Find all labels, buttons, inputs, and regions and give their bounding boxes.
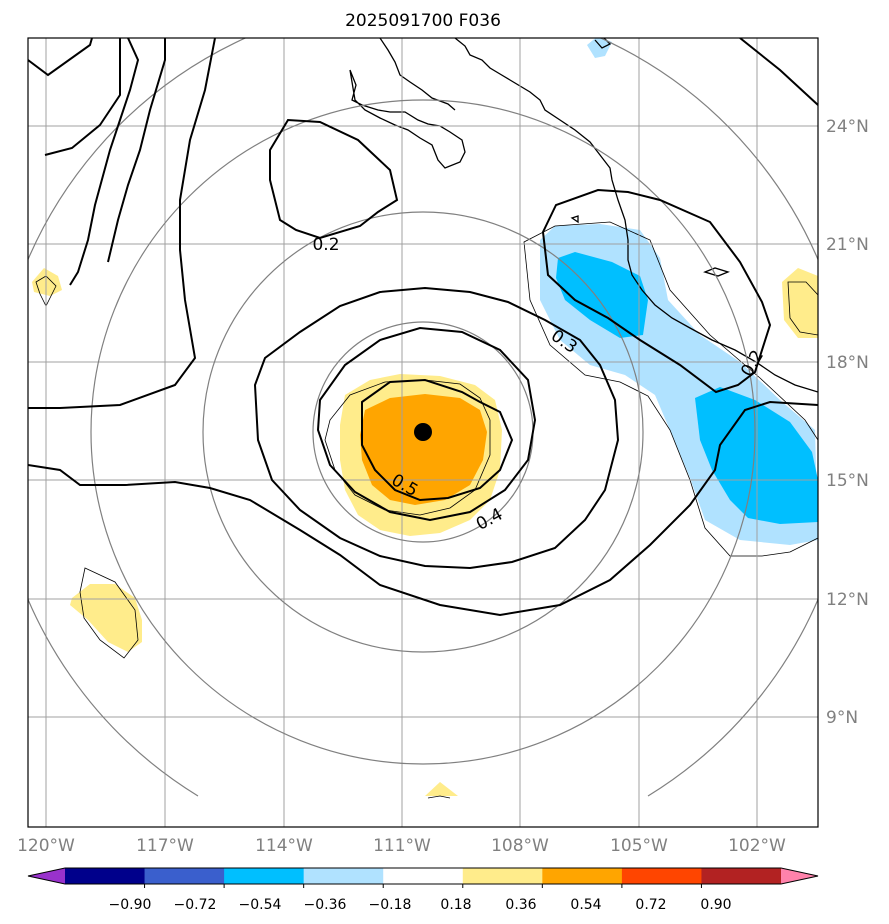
storm-center-marker xyxy=(414,423,432,441)
lon-label: 105°W xyxy=(610,836,668,856)
colorbar-tick-label: 0.72 xyxy=(635,897,666,913)
colorbar-tick-label: −0.54 xyxy=(239,897,282,913)
colorbar-segment xyxy=(621,868,702,884)
colorbar-segment xyxy=(383,868,464,884)
lon-label: 117°W xyxy=(136,836,194,856)
colorbar-ticks: −0.90 −0.72 −0.54 −0.36 −0.18 0.18 0.36 … xyxy=(109,897,732,913)
lat-label: 21°N xyxy=(826,235,869,255)
colorbar-segment xyxy=(224,868,305,884)
colorbar-tick-label: 0.54 xyxy=(570,897,601,913)
colorbar-tick-label: −0.18 xyxy=(369,897,412,913)
colorbar-segment xyxy=(462,868,543,884)
contour-label-0: 0.2 xyxy=(312,235,339,255)
latitude-labels: 24°N 21°N 18°N 15°N 12°N 9°N xyxy=(826,117,869,728)
colorbar-tick-label: 0.36 xyxy=(505,897,536,913)
lat-label: 15°N xyxy=(826,471,869,491)
colorbar-segment xyxy=(701,868,782,884)
colorbar-tick-label: −0.36 xyxy=(304,897,347,913)
colorbar-segment xyxy=(303,868,384,884)
lon-label: 114°W xyxy=(255,836,313,856)
map-area: 0.2 0.3 0.4 0.5 0.2 xyxy=(28,38,818,827)
colorbar-segment xyxy=(542,868,623,884)
lat-label: 24°N xyxy=(826,117,869,137)
colorbar xyxy=(27,867,819,888)
colorbar-tick-label: 0.90 xyxy=(700,897,731,913)
map-title: 2025091700 F036 xyxy=(345,11,501,31)
thick-contours xyxy=(28,38,818,617)
lon-label: 102°W xyxy=(728,836,786,856)
colorbar-tick-label: −0.72 xyxy=(174,897,217,913)
lat-label: 9°N xyxy=(826,708,858,728)
colorbar-outline xyxy=(27,867,819,885)
longitude-labels: 120°W 117°W 114°W 111°W 108°W 105°W 102°… xyxy=(17,836,786,856)
colorbar-segment xyxy=(144,868,225,884)
coastline xyxy=(349,38,818,393)
lon-label: 111°W xyxy=(373,836,431,856)
colorbar-segment xyxy=(65,868,146,884)
lat-label: 12°N xyxy=(826,590,869,610)
colorbar-tick-label: 0.18 xyxy=(440,897,471,913)
shading-outlines xyxy=(35,221,818,799)
colorbar-tick-label: −0.90 xyxy=(109,897,152,913)
lon-label: 108°W xyxy=(491,836,549,856)
lat-label: 18°N xyxy=(826,353,869,373)
lon-label: 120°W xyxy=(17,836,75,856)
colorbar-extend-max xyxy=(781,868,818,884)
colorbar-extend-min xyxy=(28,868,65,884)
map-frame xyxy=(27,37,819,828)
